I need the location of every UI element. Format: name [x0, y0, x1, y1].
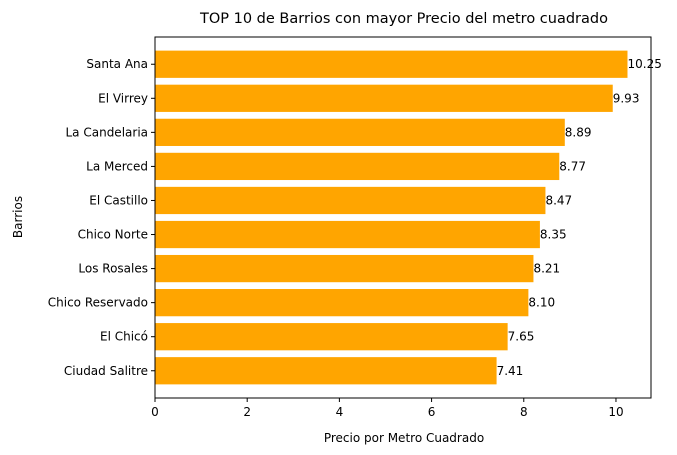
data-label-2: 8.89	[565, 125, 592, 139]
x-tick-label-0: 0	[151, 405, 159, 419]
data-label-7: 8.10	[528, 296, 555, 310]
plot-frame	[154, 36, 652, 399]
bar-0	[155, 50, 628, 78]
y-tick-label-6: Los Rosales	[78, 262, 148, 276]
y-tick-label-4: El Castillo	[89, 193, 148, 207]
y-tick-label-7: Chico Reservado	[48, 296, 148, 310]
data-label-5: 8.35	[540, 228, 567, 242]
x-tick-label-5: 10	[608, 405, 623, 419]
bar-4	[155, 186, 546, 215]
chart-title: TOP 10 de Barrios con mayor Precio del m…	[199, 11, 608, 27]
y-tick-label-1: El Virrey	[98, 91, 148, 105]
y-tick-label-0: Santa Ana	[86, 57, 148, 71]
y-tick-labels: Santa Ana El Virrey La Candelaria La Merced…	[48, 57, 155, 378]
bar-2	[155, 118, 565, 146]
bar-1	[155, 84, 613, 112]
data-label-4: 8.47	[545, 193, 572, 207]
data-label-3: 8.77	[559, 159, 586, 173]
x-tick-label-4: 8	[520, 405, 528, 419]
x-ticks: 0 2 4 6 8 10	[151, 398, 624, 419]
data-label-9: 7.41	[497, 364, 524, 378]
x-tick-label-3: 6	[428, 405, 436, 419]
y-tick-label-5: Chico Norte	[78, 228, 148, 242]
data-label-6: 8.21	[533, 262, 560, 276]
y-tick-label-8: El Chicó	[100, 330, 148, 344]
x-tick-label-2: 4	[336, 405, 344, 419]
data-label-0: 10.25	[627, 57, 661, 71]
bar-7	[155, 289, 529, 317]
x-tick-label-1: 2	[243, 405, 251, 419]
bar-3	[155, 152, 560, 181]
x-axis-label: Precio por Metro Cuadrado	[324, 431, 484, 445]
data-labels: 10.25 9.93 8.89 8.77 8.47 8.35 8.21 8.10 7.65 7.4…	[497, 57, 662, 378]
bar-5	[155, 220, 540, 249]
y-tick-label-2: La Candelaria	[66, 125, 149, 139]
y-tick-label-3: La Merced	[86, 159, 148, 173]
bar-9	[155, 357, 497, 385]
bar-6	[155, 254, 534, 283]
y-axis-label: Barrios	[11, 196, 25, 238]
data-label-8: 7.65	[508, 330, 535, 344]
data-label-1: 9.93	[613, 91, 640, 105]
bars-group	[155, 50, 628, 385]
y-tick-label-9: Ciudad Salitre	[64, 364, 148, 378]
bar-8	[155, 323, 508, 351]
